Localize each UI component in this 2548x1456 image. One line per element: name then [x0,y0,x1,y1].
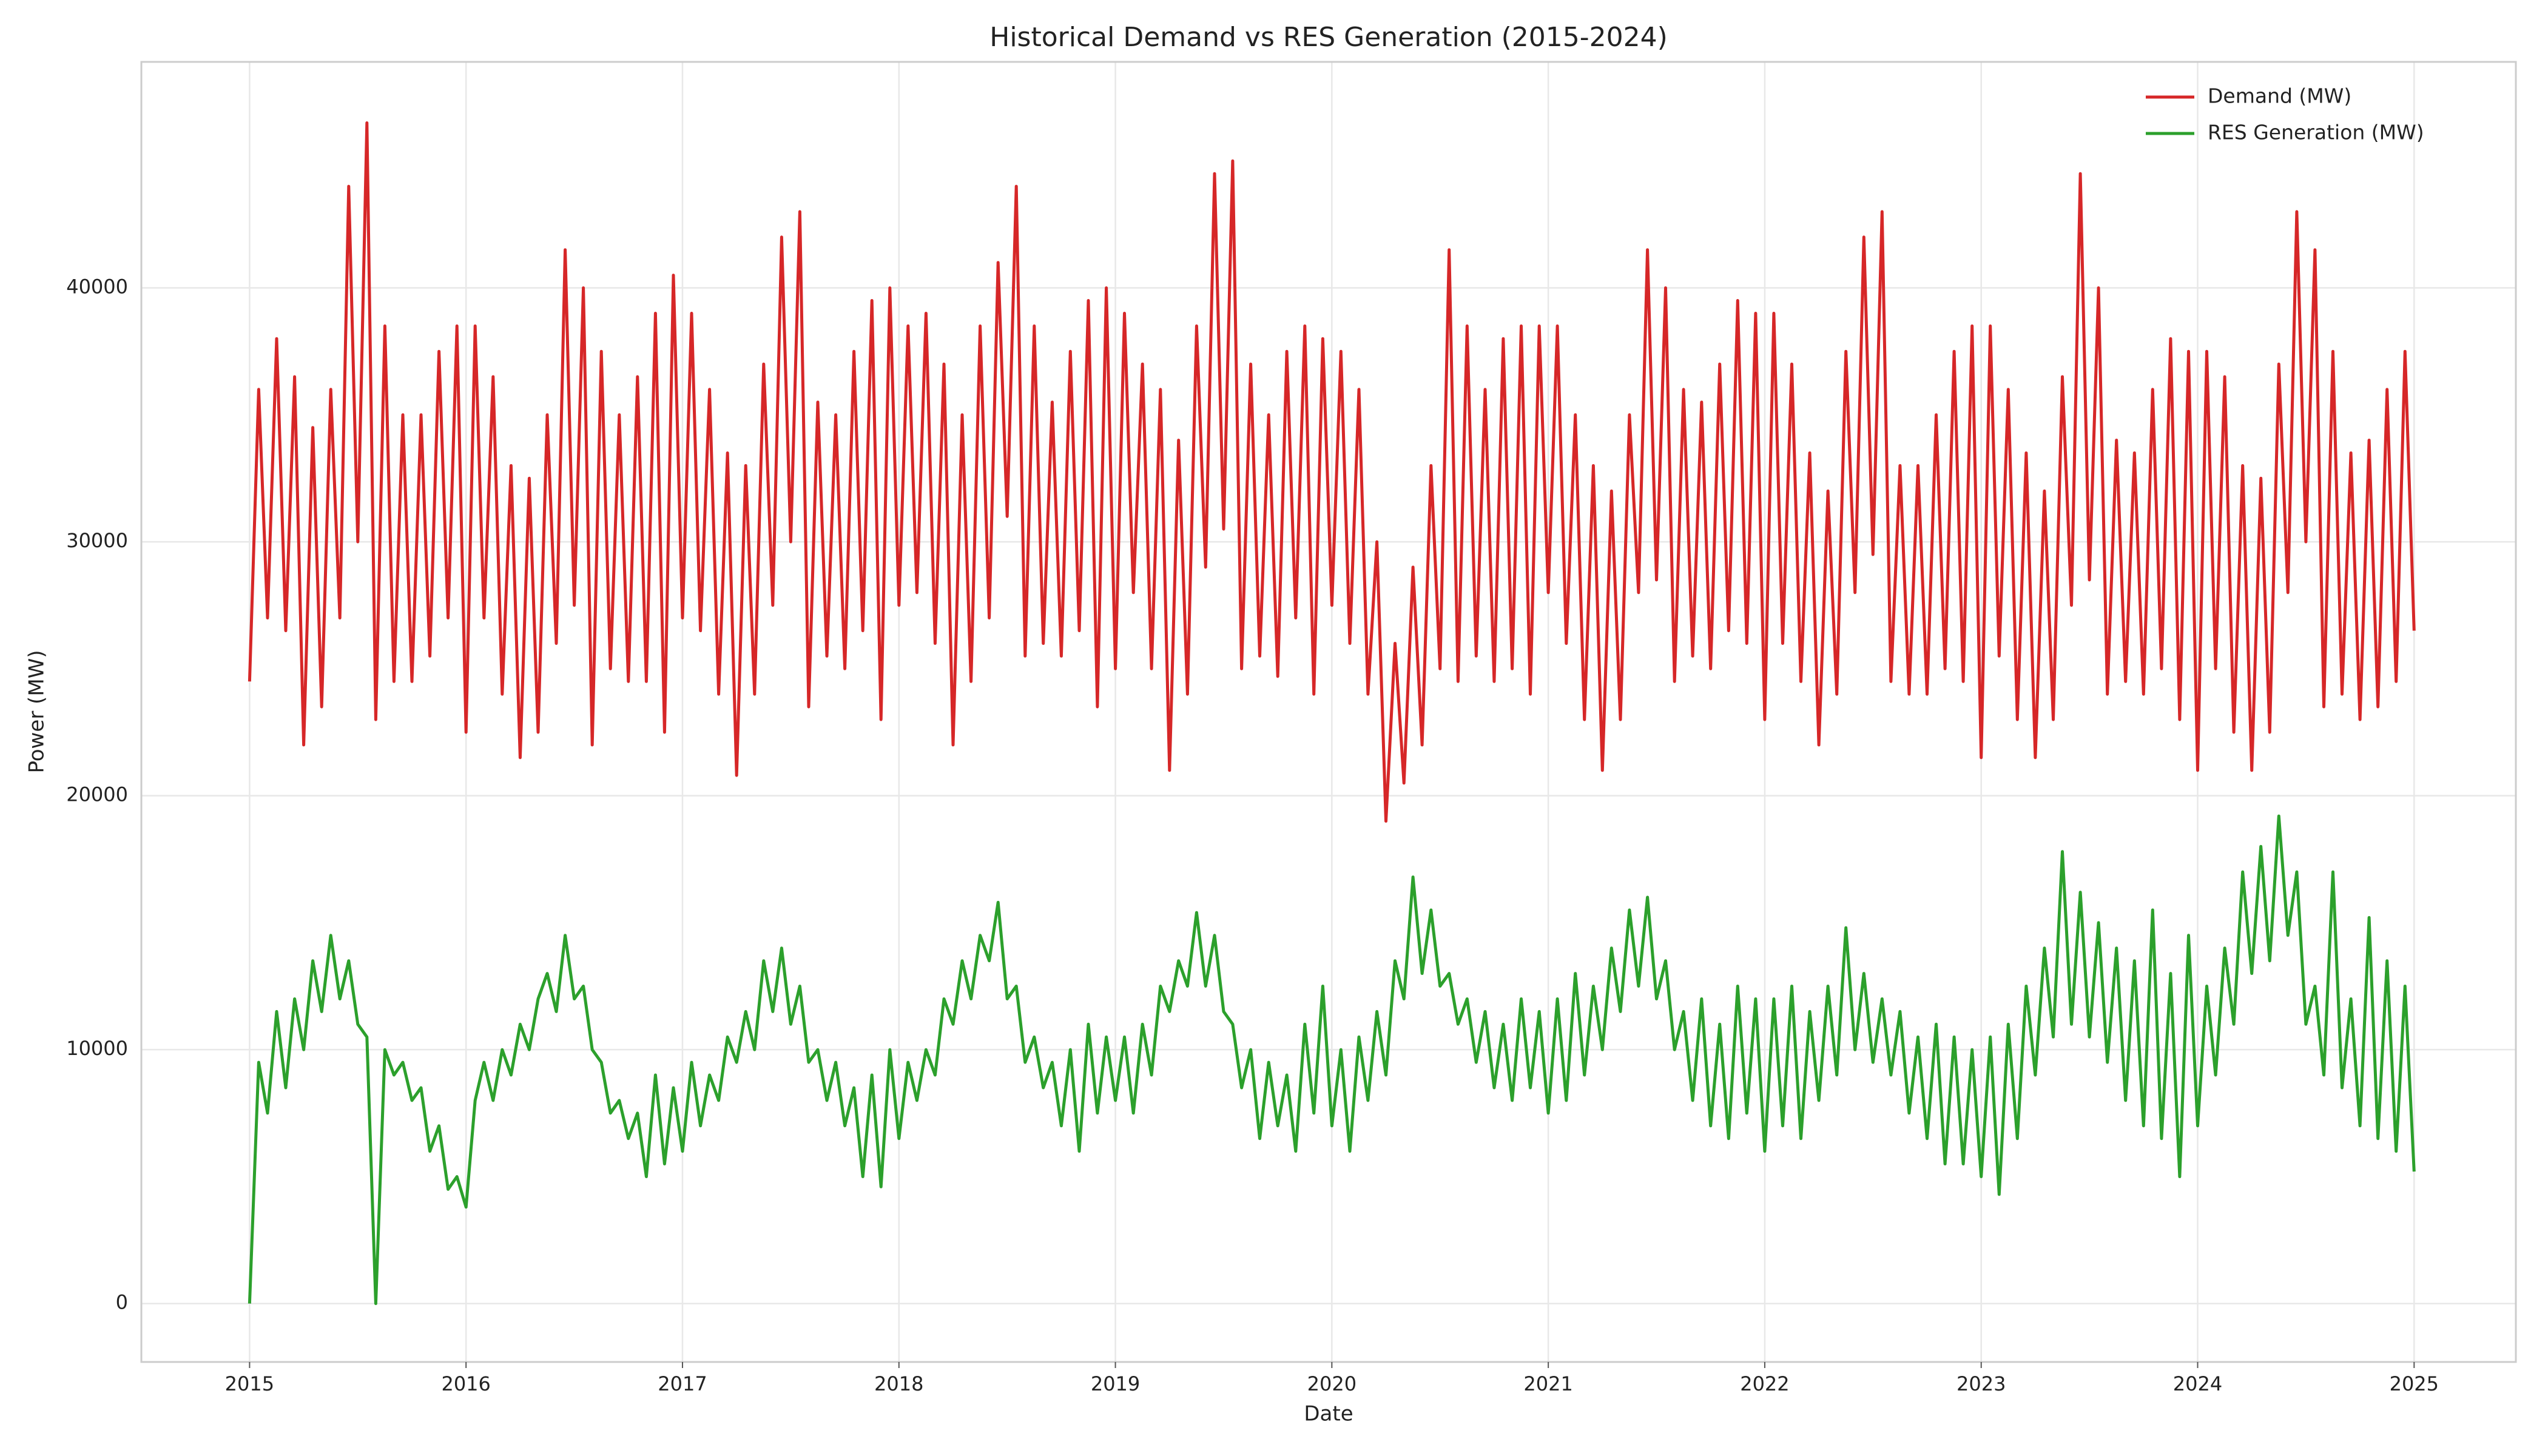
x-tick-label: 2021 [1523,1372,1572,1395]
chart-title: Historical Demand vs RES Generation (201… [989,22,1668,53]
x-tick-label: 2016 [441,1372,490,1395]
x-tick-label: 2023 [1956,1372,2006,1395]
series-layer [248,121,2416,1306]
series-line [248,814,2416,1306]
legend-label: RES Generation (MW) [2208,121,2424,144]
series-line [248,121,2416,823]
x-tick-label: 2020 [1307,1372,1357,1395]
x-tick-label: 2024 [2173,1372,2222,1395]
y-tick-label: 10000 [66,1037,128,1060]
x-tick-label: 2019 [1091,1372,1140,1395]
x-tick-label: 2018 [874,1372,923,1395]
y-tick-label: 40000 [66,275,128,298]
x-axis-label: Date [1304,1402,1353,1426]
legend: Demand (MW) RES Generation (MW) [2146,84,2424,144]
x-tick-label: 2025 [2390,1372,2439,1395]
y-axis-label: Power (MW) [25,650,49,773]
x-tick-label: 2017 [658,1372,707,1395]
x-tick-label: 2022 [1740,1372,1789,1395]
plot-frame [140,61,2517,1363]
y-tick-label: 30000 [66,529,128,552]
y-tick-label: 0 [116,1291,128,1314]
y-tick-label: 20000 [66,783,128,806]
legend-label: Demand (MW) [2208,84,2351,108]
x-tick-label: 2015 [225,1372,274,1395]
axes: 0 10000 20000 30000 40000 2015 2016 2017 2018 201… [66,275,2439,1395]
